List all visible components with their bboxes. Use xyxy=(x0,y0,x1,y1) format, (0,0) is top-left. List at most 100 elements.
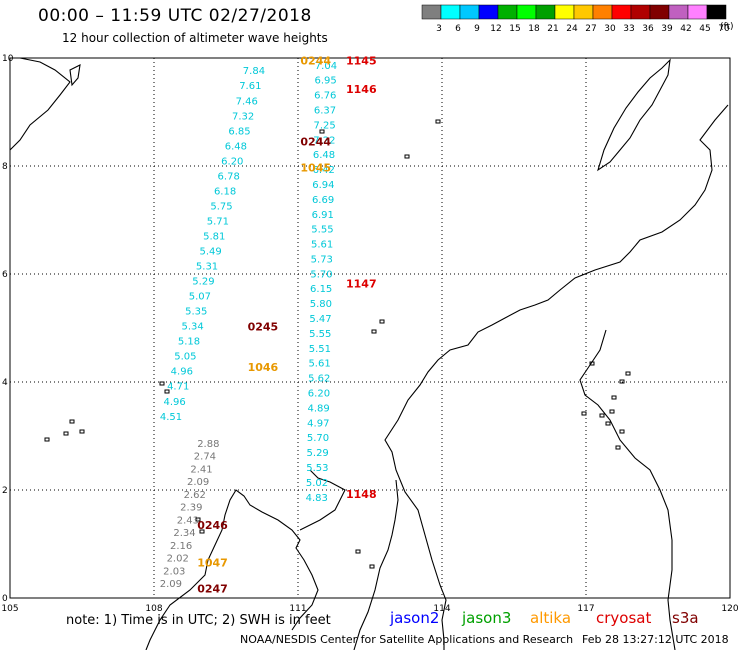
track-value: 7.22 xyxy=(313,135,335,146)
legend-jason3: jason3 xyxy=(462,609,512,627)
track-value: 6.48 xyxy=(313,150,335,161)
legend-jason2: jason2 xyxy=(390,609,440,627)
colorbar-swatch xyxy=(611,4,632,20)
island-marker xyxy=(581,411,587,416)
track-value: 4.89 xyxy=(307,403,329,414)
track-value: 5.61 xyxy=(308,359,330,370)
colorbar-label: 6 xyxy=(455,24,461,34)
track-value: 5.51 xyxy=(309,344,331,355)
island-marker xyxy=(44,437,50,442)
track-value: 6.18 xyxy=(214,186,236,197)
track-value: 5.35 xyxy=(185,307,207,318)
map-subtitle: 12 hour collection of altimeter wave hei… xyxy=(62,31,328,45)
colorbar-label: 42 xyxy=(680,24,691,34)
colorbar-label: 15 xyxy=(509,24,520,34)
y-tick-label: 0 xyxy=(2,594,8,604)
colorbar-unit: (ft) xyxy=(720,22,734,32)
track-time-label: 1146 xyxy=(346,83,377,96)
colorbar-swatch xyxy=(459,4,480,20)
track-value: 7.84 xyxy=(243,66,265,77)
legend-altika: altika xyxy=(530,609,572,627)
island-marker xyxy=(599,413,605,418)
track-value: 5.62 xyxy=(308,374,330,385)
track-value: 6.15 xyxy=(310,284,332,295)
track-value: 5.18 xyxy=(178,337,200,348)
island-marker xyxy=(164,389,170,394)
track-value: 4.71 xyxy=(167,382,189,393)
island-marker xyxy=(609,409,615,414)
colorbar-label: 27 xyxy=(585,24,596,34)
track-value: 5.47 xyxy=(309,314,331,325)
island-marker xyxy=(435,119,441,124)
island-marker xyxy=(371,329,377,334)
legend-s3a: s3a xyxy=(672,609,699,627)
track-value-grey: 2.88 xyxy=(197,439,219,450)
track-value: 5.53 xyxy=(306,463,328,474)
y-tick-label: 4 xyxy=(2,378,8,388)
track-value: 7.04 xyxy=(315,61,337,72)
island-marker xyxy=(379,319,385,324)
track-value: 5.29 xyxy=(307,448,329,459)
track-value: 5.70 xyxy=(310,269,332,280)
island-marker xyxy=(605,421,611,426)
track-value: 5.71 xyxy=(207,216,229,227)
track-value: 5.75 xyxy=(210,201,232,212)
track-value: 6.20 xyxy=(308,389,330,400)
island-marker xyxy=(79,429,85,434)
island-marker xyxy=(195,517,201,522)
coastline-4 xyxy=(69,64,81,87)
track-value: 5.05 xyxy=(174,352,196,363)
colorbar-swatch xyxy=(573,4,594,20)
x-tick-label: 114 xyxy=(433,604,450,614)
track-time-label: 1147 xyxy=(346,278,377,291)
coastline-0 xyxy=(384,104,729,650)
colorbar-swatch xyxy=(592,4,613,20)
colorbar-swatch xyxy=(630,4,651,20)
island-marker xyxy=(619,429,625,434)
track-time-label: 0247 xyxy=(197,583,228,596)
track-value-grey: 2.39 xyxy=(180,503,202,514)
track-value: 5.81 xyxy=(203,231,225,242)
track-time-label: 1046 xyxy=(248,361,279,374)
island-marker xyxy=(589,361,595,366)
island-marker xyxy=(615,445,621,450)
colorbar-label: 9 xyxy=(474,24,480,34)
track-value: 6.85 xyxy=(228,126,250,137)
track-value: 6.42 xyxy=(313,165,335,176)
track-value-grey: 2.16 xyxy=(170,541,192,552)
coastline-3 xyxy=(9,57,71,151)
island-marker xyxy=(625,371,631,376)
island-marker xyxy=(199,529,205,534)
island-marker xyxy=(369,564,375,569)
track-value-grey: 2.43 xyxy=(177,515,199,526)
colorbar-swatch xyxy=(516,4,537,20)
colorbar-label: 3 xyxy=(436,24,442,34)
track-time-label: 1148 xyxy=(346,488,377,501)
track-value: 7.46 xyxy=(236,96,258,107)
track-time-label: 1145 xyxy=(346,54,377,67)
track-value: 5.61 xyxy=(311,240,333,251)
track-value: 5.29 xyxy=(192,277,214,288)
colorbar-swatch xyxy=(421,4,442,20)
track-value: 6.20 xyxy=(221,156,243,167)
track-value: 4.83 xyxy=(306,493,328,504)
track-value: 6.91 xyxy=(312,210,334,221)
track-value-grey: 2.34 xyxy=(173,528,195,539)
colorbar-swatch xyxy=(649,4,670,20)
track-value: 6.94 xyxy=(312,180,334,191)
coastline-2 xyxy=(597,58,671,172)
x-tick-label: 120 xyxy=(721,604,738,614)
track-value: 5.73 xyxy=(311,254,333,265)
track-time-label: 0244 xyxy=(300,135,331,148)
colorbar-swatch xyxy=(554,4,575,20)
track-value-grey: 2.62 xyxy=(184,490,206,501)
track-time-label: 1047 xyxy=(197,557,228,570)
track-value: 6.76 xyxy=(314,91,336,102)
track-value: 5.31 xyxy=(196,262,218,273)
colorbar-label: 12 xyxy=(490,24,501,34)
x-tick-label: 108 xyxy=(145,604,162,614)
track-value: 6.37 xyxy=(314,105,336,116)
colorbar-swatch xyxy=(478,4,499,20)
track-value: 4.97 xyxy=(307,418,329,429)
track-value: 5.34 xyxy=(181,322,203,333)
